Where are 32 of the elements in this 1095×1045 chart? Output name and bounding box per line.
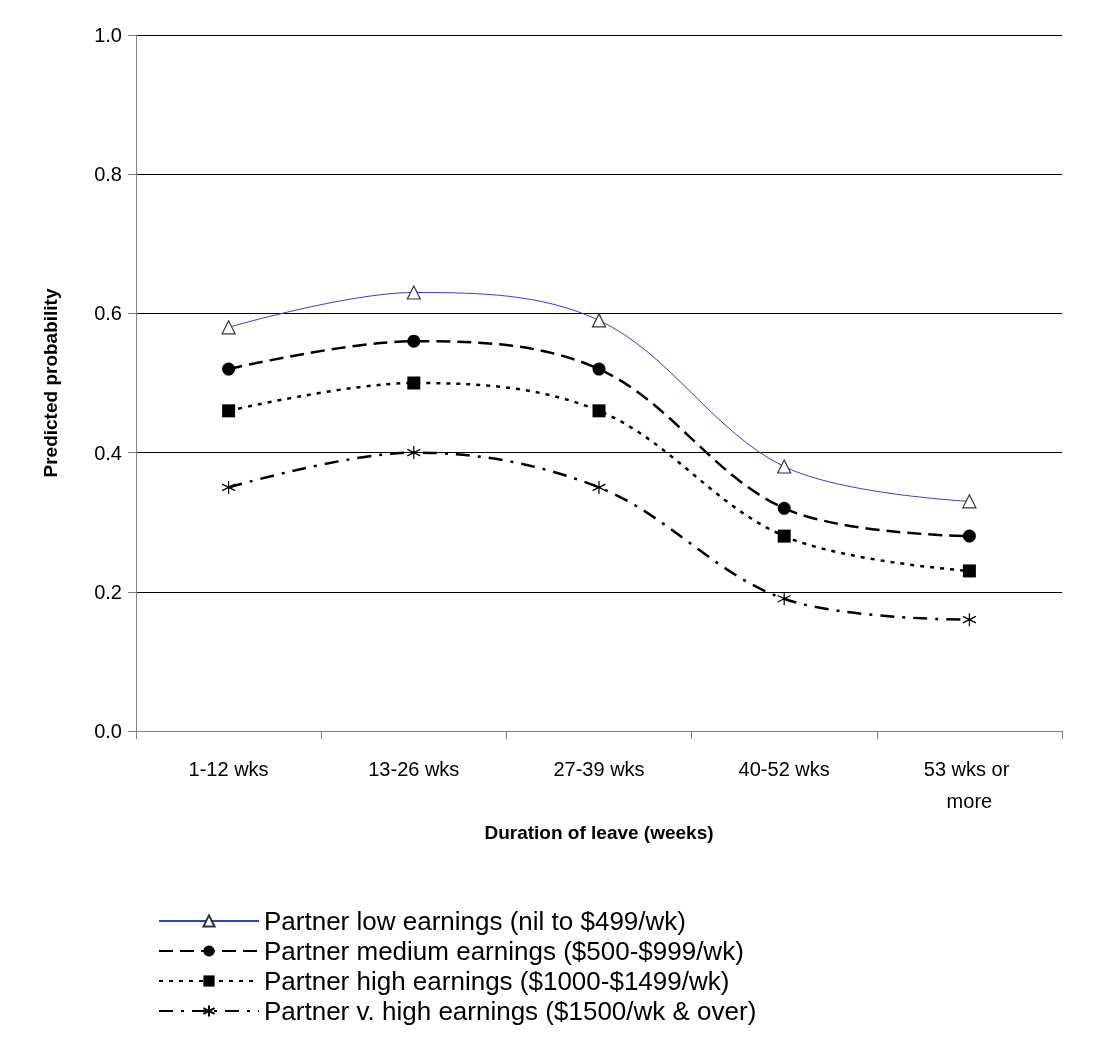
y-tick-label: 0.2 xyxy=(94,580,122,603)
y-tick-label: 1.0 xyxy=(94,24,122,46)
x-tick-label: 27-39 wks xyxy=(553,758,645,780)
y-axis-title: Predicted probability xyxy=(40,288,61,478)
point xyxy=(962,564,976,578)
y-tick-label: 0.6 xyxy=(94,302,122,325)
legend-label: Partner high earnings ($1000-$1499/wk) xyxy=(264,966,730,996)
y-tick-label: 0.8 xyxy=(94,163,122,186)
y-tick-label: 0.4 xyxy=(94,441,122,464)
point xyxy=(221,480,236,495)
legend-label: Partner medium earnings ($500-$999/wk) xyxy=(264,936,744,966)
point xyxy=(777,591,792,606)
x-axis-title: Duration of leave (weeks) xyxy=(484,822,714,843)
point xyxy=(592,404,606,418)
point xyxy=(962,529,976,543)
point xyxy=(406,445,421,460)
point xyxy=(777,529,791,543)
legend-label: Partner low earnings (nil to $499/wk) xyxy=(264,906,686,936)
y-tick-label: 0.0 xyxy=(94,720,122,742)
x-tick-label: 13-26 wks xyxy=(368,758,460,780)
x-tick-label: 1-12 wks xyxy=(188,758,269,780)
point xyxy=(592,362,606,376)
point xyxy=(222,404,236,418)
point xyxy=(407,334,421,348)
point xyxy=(222,362,236,376)
point xyxy=(777,501,791,515)
point xyxy=(962,612,977,627)
x-tick-label: 40-52 wks xyxy=(738,758,830,780)
legend-label: Partner v. high earnings ($1500/wk & over) xyxy=(264,996,757,1026)
point xyxy=(407,376,421,390)
point xyxy=(591,480,607,495)
x-tick-label: 53 wks or more xyxy=(923,758,1015,812)
